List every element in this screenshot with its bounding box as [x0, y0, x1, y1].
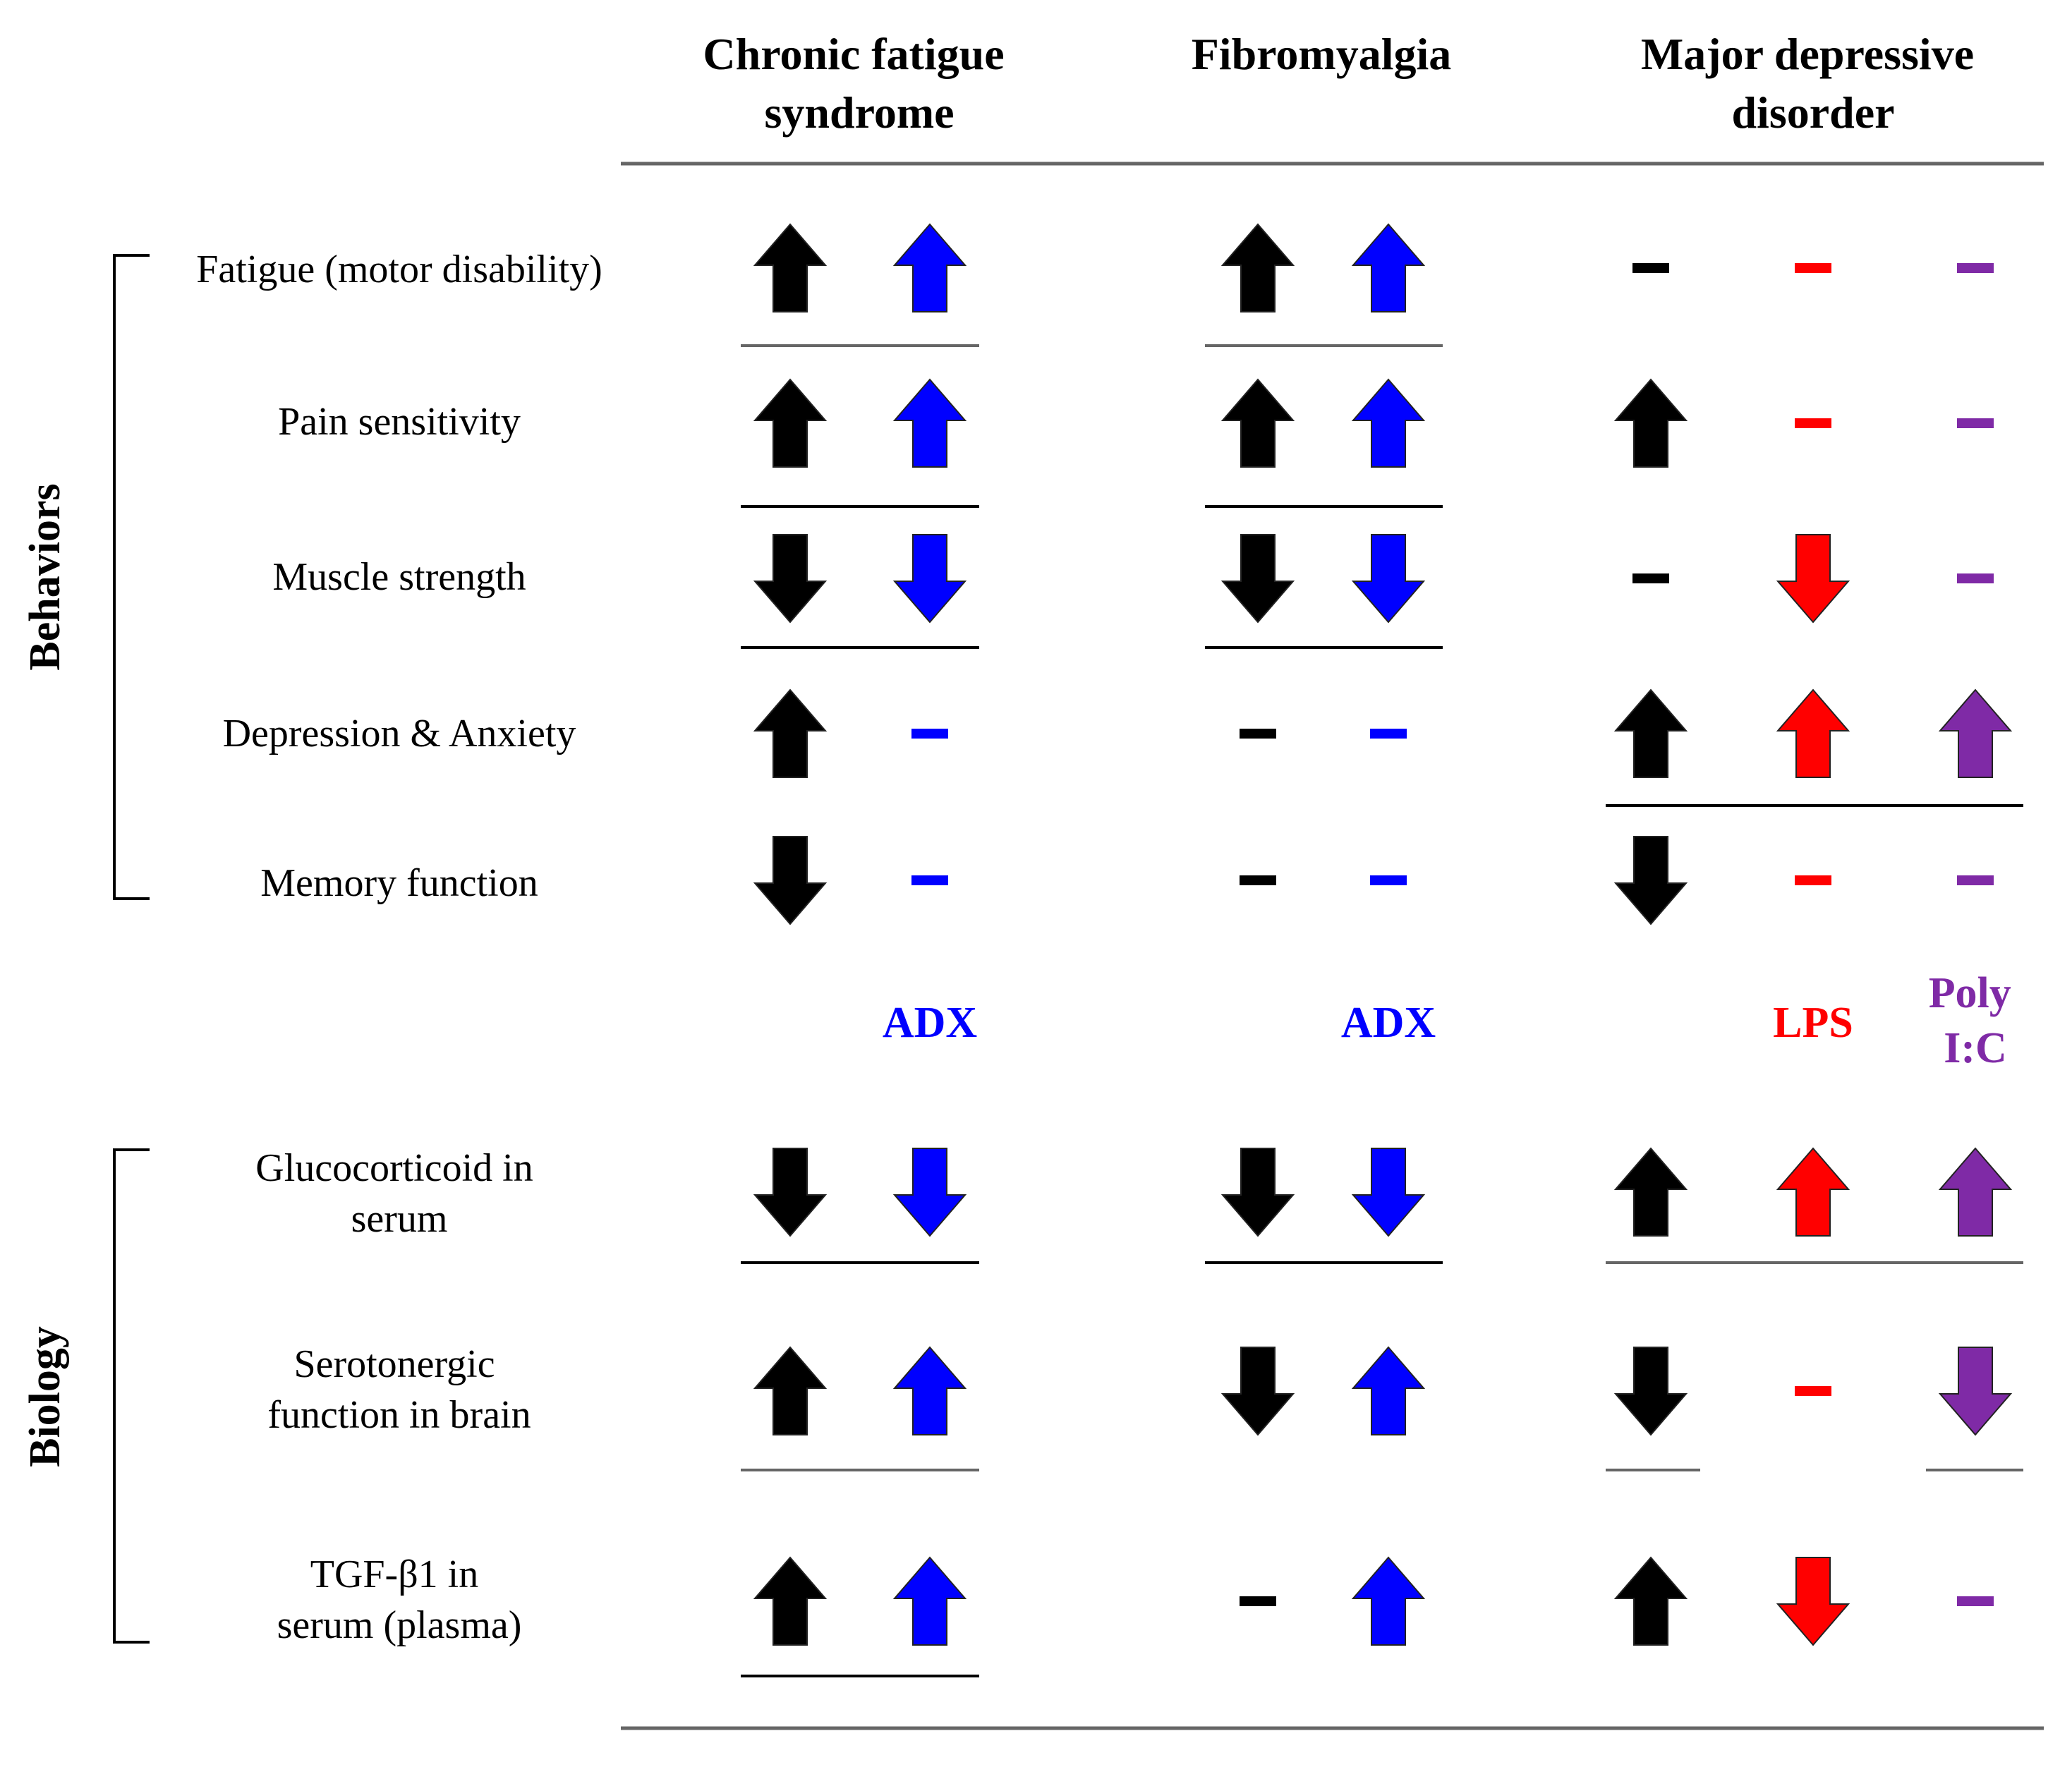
- header-mdd: Major depressive disorder: [1641, 29, 1985, 138]
- group-label-behaviors: Behaviors: [21, 483, 69, 670]
- marker-r0-cfs-adx-up-arrow: [892, 223, 967, 312]
- marker-r3-fm-patient-no-change-dash: [1240, 729, 1276, 739]
- marker-r0-fm-patient-up-arrow: [1220, 223, 1295, 312]
- header-cfs: Chronic fatigue syndrome: [703, 29, 1015, 138]
- row-label-glucocorticoid: Glucocorticoid in serum: [255, 1146, 543, 1241]
- row-label-depression-anxiety: Depression & Anxiety: [223, 712, 576, 755]
- marker-r3-mdd-polyic-up-arrow: [1938, 688, 2013, 778]
- marker-r7-mdd-lps-down-arrow: [1776, 1557, 1850, 1646]
- marker-r6-mdd-lps-no-change-dash: [1795, 1386, 1831, 1396]
- marker-r6-fm-patient-down-arrow: [1220, 1347, 1295, 1436]
- marker-r5-mdd-polyic-up-arrow: [1938, 1147, 2013, 1237]
- behaviors-bracket: [113, 254, 150, 900]
- marker-r0-fm-adx-up-arrow: [1351, 223, 1426, 312]
- row-label-memory-function: Memory function: [260, 861, 538, 905]
- marker-r4-mdd-patient-down-arrow: [1613, 836, 1688, 925]
- marker-r0-mdd-polyic-no-change-dash: [1957, 263, 1994, 273]
- row-label-fatigue: Fatigue (motor disability): [196, 248, 602, 291]
- marker-r0-mdd-patient-no-change-dash: [1632, 263, 1669, 273]
- marker-r6-fm-adx-up-arrow: [1351, 1346, 1426, 1435]
- marker-r4-cfs-adx-no-change-dash: [911, 875, 948, 885]
- marker-r3-fm-adx-no-change-dash: [1370, 729, 1407, 739]
- marker-r7-fm-adx-up-arrow: [1351, 1556, 1426, 1646]
- marker-r4-cfs-patient-down-arrow: [753, 836, 828, 925]
- marker-r1-mdd-polyic-no-change-dash: [1957, 418, 1994, 428]
- marker-r1-mdd-lps-no-change-dash: [1795, 418, 1831, 428]
- marker-r3-cfs-patient-up-arrow: [753, 688, 828, 778]
- marker-r1-mdd-patient-up-arrow: [1613, 378, 1688, 468]
- model-label-polyic: Poly I:C: [1929, 969, 2023, 1072]
- marker-r5-mdd-patient-up-arrow: [1613, 1147, 1688, 1237]
- marker-r4-fm-adx-no-change-dash: [1370, 875, 1407, 885]
- marker-r6-cfs-adx-up-arrow: [892, 1346, 967, 1435]
- marker-r2-cfs-adx-down-arrow: [892, 534, 967, 624]
- marker-r7-cfs-adx-up-arrow: [892, 1556, 967, 1646]
- model-label-lps: LPS: [1773, 999, 1853, 1047]
- model-label-fm-adx: ADX: [1341, 999, 1436, 1047]
- effect-markers: [753, 223, 2013, 1646]
- row-label-tgf-beta1: TGF-β1 in serum (plasma): [277, 1553, 522, 1647]
- marker-r4-mdd-polyic-no-change-dash: [1957, 875, 1994, 885]
- header-fibromyalgia: Fibromyalgia: [1192, 29, 1452, 79]
- marker-r0-mdd-lps-no-change-dash: [1795, 263, 1831, 273]
- marker-r1-cfs-patient-up-arrow: [753, 378, 828, 468]
- marker-r5-cfs-adx-down-arrow: [892, 1148, 967, 1237]
- marker-r5-mdd-lps-up-arrow: [1776, 1147, 1850, 1237]
- marker-r2-mdd-patient-no-change-dash: [1632, 573, 1669, 583]
- marker-r6-mdd-patient-down-arrow: [1613, 1347, 1688, 1436]
- marker-r6-cfs-patient-up-arrow: [753, 1346, 828, 1435]
- marker-r1-fm-patient-up-arrow: [1220, 378, 1295, 468]
- marker-r2-fm-patient-down-arrow: [1220, 534, 1295, 624]
- marker-r2-fm-adx-down-arrow: [1351, 534, 1426, 624]
- marker-r6-mdd-polyic-down-arrow: [1938, 1347, 2013, 1436]
- marker-r4-mdd-lps-no-change-dash: [1795, 875, 1831, 885]
- marker-r4-fm-patient-no-change-dash: [1240, 875, 1276, 885]
- marker-r2-mdd-polyic-no-change-dash: [1957, 573, 1994, 583]
- marker-r1-cfs-adx-up-arrow: [892, 378, 967, 468]
- marker-r5-fm-patient-down-arrow: [1220, 1148, 1295, 1237]
- marker-r7-fm-patient-no-change-dash: [1240, 1596, 1276, 1606]
- group-label-biology: Biology: [21, 1326, 69, 1467]
- model-label-cfs-adx: ADX: [883, 999, 978, 1047]
- marker-r5-fm-adx-down-arrow: [1351, 1148, 1426, 1237]
- biology-bracket: [113, 1148, 150, 1644]
- marker-r3-cfs-adx-no-change-dash: [911, 729, 948, 739]
- marker-r5-cfs-patient-down-arrow: [753, 1148, 828, 1237]
- row-label-serotonergic: Serotonergic function in brain: [267, 1342, 531, 1437]
- row-label-pain-sensitivity: Pain sensitivity: [278, 400, 521, 444]
- marker-r7-mdd-polyic-no-change-dash: [1957, 1596, 1994, 1606]
- marker-r3-mdd-patient-up-arrow: [1613, 688, 1688, 778]
- marker-r1-fm-adx-up-arrow: [1351, 378, 1426, 468]
- marker-r0-cfs-patient-up-arrow: [753, 223, 828, 312]
- row-separators: [741, 344, 2023, 1677]
- marker-r7-mdd-patient-up-arrow: [1613, 1556, 1688, 1646]
- marker-r3-mdd-lps-up-arrow: [1776, 688, 1850, 778]
- row-label-muscle-strength: Muscle strength: [272, 555, 526, 599]
- marker-r7-cfs-patient-up-arrow: [753, 1556, 828, 1646]
- marker-r2-mdd-lps-down-arrow: [1776, 534, 1850, 624]
- marker-r2-cfs-patient-down-arrow: [753, 534, 828, 624]
